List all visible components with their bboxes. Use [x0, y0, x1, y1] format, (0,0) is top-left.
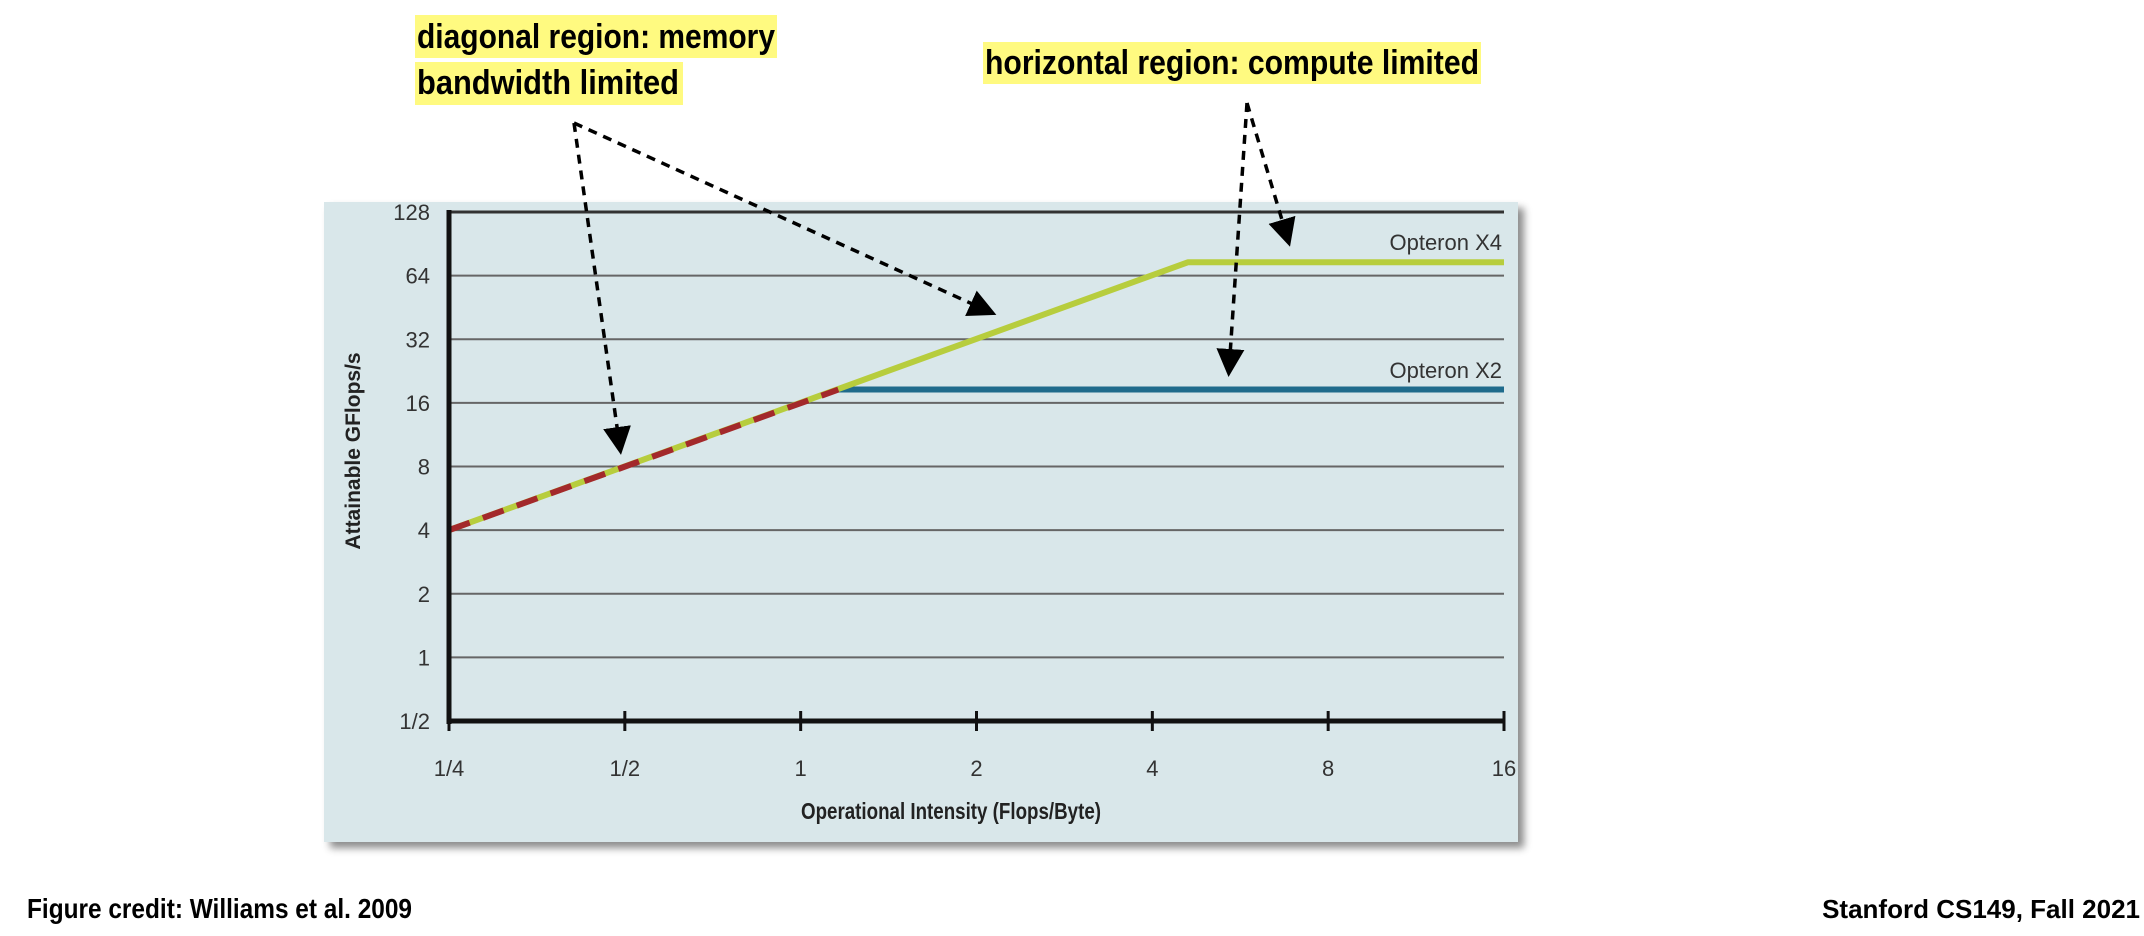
x-axis-title: Operational Intensity (Flops/Byte): [801, 798, 1101, 824]
y-tick-label: 16: [406, 391, 430, 416]
x-tick-label: 1: [795, 756, 807, 781]
arrow-icon: [1216, 102, 1249, 377]
highlight: [415, 15, 777, 58]
chart-panel: [324, 202, 1518, 842]
series-line-opteron-x2-diagonal: [447, 386, 840, 533]
highlight: [415, 62, 683, 105]
annotation-arrows: [572, 102, 1296, 455]
y-tick-label: 128: [393, 200, 430, 225]
y-tick-label: 32: [406, 327, 430, 352]
y-tick-label: 4: [418, 518, 430, 543]
figure-credit: Figure credit: Williams et al. 2009: [27, 893, 412, 924]
y-axis-title: Attainable GFlops/s: [342, 352, 365, 549]
y-tick-label: 1: [418, 645, 430, 670]
x-tick-label: 2: [970, 756, 982, 781]
series-label-opteron-x2: Opteron X2: [1389, 358, 1502, 383]
highlight: [983, 42, 1481, 84]
course-label: Stanford CS149, Fall 2021: [1822, 894, 2140, 924]
series-label-opteron-x4: Opteron X4: [1389, 230, 1502, 255]
x-tick-label: 8: [1322, 756, 1334, 781]
arrow-icon: [573, 121, 997, 317]
annotation-diagonal: diagonal region: memory bandwidth limite…: [415, 15, 777, 105]
axes: [446, 210, 1506, 731]
x-tick-label: 1/2: [610, 756, 641, 781]
annotation-diagonal-line2: bandwidth limited: [417, 64, 679, 102]
arrow-icon: [572, 122, 631, 455]
x-tick-label: 16: [1492, 756, 1516, 781]
y-tick-label: 1/2: [399, 709, 430, 734]
y-tick-label: 8: [418, 455, 430, 480]
annotation-diagonal-line1: diagonal region: memory: [417, 18, 775, 56]
y-tick-label: 64: [406, 264, 430, 289]
arrow-icon: [1245, 102, 1296, 247]
x-tick-label: 1/4: [434, 756, 465, 781]
annotation-horizontal: horizontal region: compute limited: [983, 42, 1481, 84]
x-tick-label: 4: [1146, 756, 1158, 781]
y-tick-label: 2: [418, 582, 430, 607]
series-lines: [447, 259, 1504, 533]
annotation-horizontal-text: horizontal region: compute limited: [985, 44, 1479, 82]
gridlines: [449, 210, 1504, 659]
